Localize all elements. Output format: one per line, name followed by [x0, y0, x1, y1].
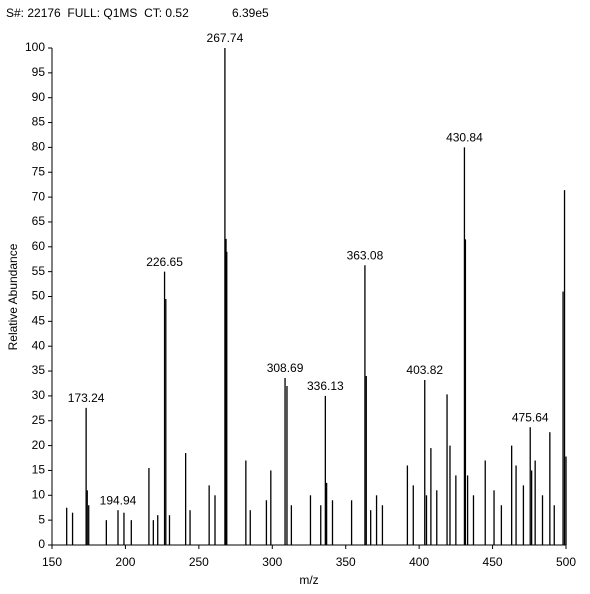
y-tick-label: 80: [32, 140, 46, 154]
y-tick-label: 75: [32, 164, 46, 178]
y-tick-label: 30: [32, 388, 46, 402]
x-tick-label: 250: [189, 555, 209, 569]
peak-label: 308.69: [267, 361, 304, 375]
y-axis-label: Relative Abundance: [6, 243, 20, 350]
y-tick-label: 50: [32, 289, 46, 303]
y-tick-label: 45: [32, 314, 46, 328]
peak-label: 363.08: [347, 248, 384, 262]
y-tick-label: 70: [32, 189, 46, 203]
y-tick-label: 65: [32, 214, 46, 228]
y-tick-label: 85: [32, 115, 46, 129]
x-axis-label: m/z: [299, 573, 318, 587]
x-tick-label: 150: [42, 555, 62, 569]
x-tick-label: 200: [115, 555, 135, 569]
peak-label: 336.13: [307, 379, 344, 393]
x-tick-label: 450: [483, 555, 503, 569]
y-tick-label: 55: [32, 264, 46, 278]
x-tick-label: 350: [336, 555, 356, 569]
x-tick-label: 500: [556, 555, 576, 569]
y-tick-label: 5: [38, 512, 45, 526]
y-tick-label: 15: [32, 463, 46, 477]
peak-label: 267.74: [207, 31, 244, 45]
y-tick-label: 90: [32, 90, 46, 104]
peak-label: 403.82: [406, 363, 443, 377]
y-tick-label: 25: [32, 413, 46, 427]
y-tick-label: 40: [32, 338, 46, 352]
peak-label: 173.24: [68, 391, 105, 405]
chart-title: S#: 22176 FULL: Q1MS CT: 0.52: [6, 6, 189, 20]
y-tick-label: 95: [32, 65, 46, 79]
y-tick-label: 10: [32, 487, 46, 501]
x-tick-label: 400: [409, 555, 429, 569]
y-tick-label: 60: [32, 239, 46, 253]
chart-subtitle: 6.39e5: [232, 6, 269, 20]
y-tick-label: 100: [25, 40, 45, 54]
peak-label: 226.65: [146, 255, 183, 269]
peak-label: 475.64: [512, 410, 549, 424]
peak-label: 430.84: [446, 131, 483, 145]
y-tick-label: 35: [32, 363, 46, 377]
y-tick-label: 20: [32, 438, 46, 452]
peak-label: 194.94: [100, 493, 137, 507]
x-tick-label: 300: [262, 555, 282, 569]
y-tick-label: 0: [38, 537, 45, 551]
